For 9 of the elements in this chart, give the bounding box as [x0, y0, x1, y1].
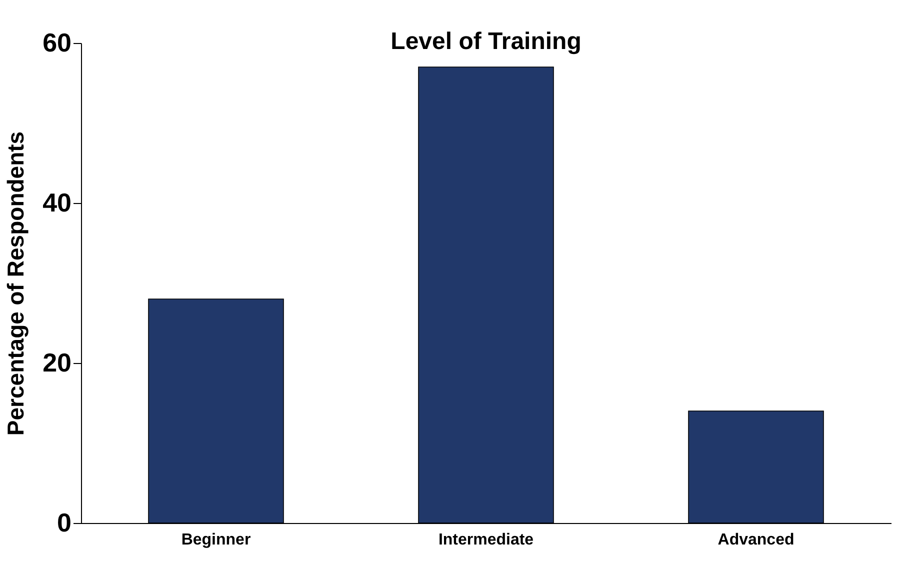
y-tick-label: 20	[42, 348, 72, 378]
chart-title: Level of Training	[390, 28, 582, 55]
y-tick-label: 0	[57, 508, 72, 538]
y-tick-label: 40	[42, 188, 72, 218]
y-axis-title: Percentage of Respondents	[2, 131, 29, 436]
y-tick-label: 60	[42, 28, 72, 58]
x-tick-label: Intermediate	[438, 532, 534, 548]
x-tick-label: Advanced	[718, 532, 794, 548]
x-tick-label: Beginner	[181, 532, 251, 548]
